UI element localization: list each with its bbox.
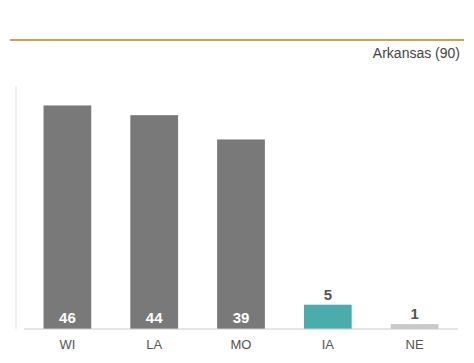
bar [391,324,439,329]
bar [304,305,352,329]
data-labels: 46 44 39 5 1 [59,286,419,326]
baseline [24,329,458,330]
bars [44,105,439,329]
y-axis-line [16,86,17,329]
x-tick-label: NE [406,337,424,352]
annotation: Arkansas (90) [373,45,460,61]
x-tick-label: MO [231,337,252,352]
x-tick-label: IA [322,337,335,352]
data-label: 1 [410,305,418,322]
x-tick-label: WI [59,337,75,352]
data-label: 39 [233,309,250,326]
x-axis: WI LA MO IA NE [24,329,458,352]
data-label: 44 [146,309,163,326]
bar [44,105,92,329]
data-label: 5 [324,286,332,303]
bar [130,115,178,329]
x-tick-label: LA [146,337,162,352]
data-label: 46 [59,309,76,326]
chart: Arkansas (90) 46 44 39 5 1 WI LA MO IA NE [0,0,474,363]
bar [217,139,265,329]
reference-line [10,39,464,41]
